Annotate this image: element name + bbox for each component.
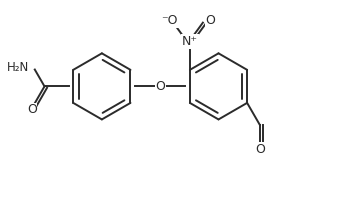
Text: ⁻O: ⁻O	[162, 14, 178, 27]
Text: N⁺: N⁺	[182, 35, 198, 48]
Text: O: O	[205, 14, 215, 27]
Text: O: O	[255, 143, 265, 156]
Text: H₂N: H₂N	[7, 61, 29, 74]
Text: O: O	[27, 103, 37, 116]
Text: O: O	[155, 80, 165, 93]
